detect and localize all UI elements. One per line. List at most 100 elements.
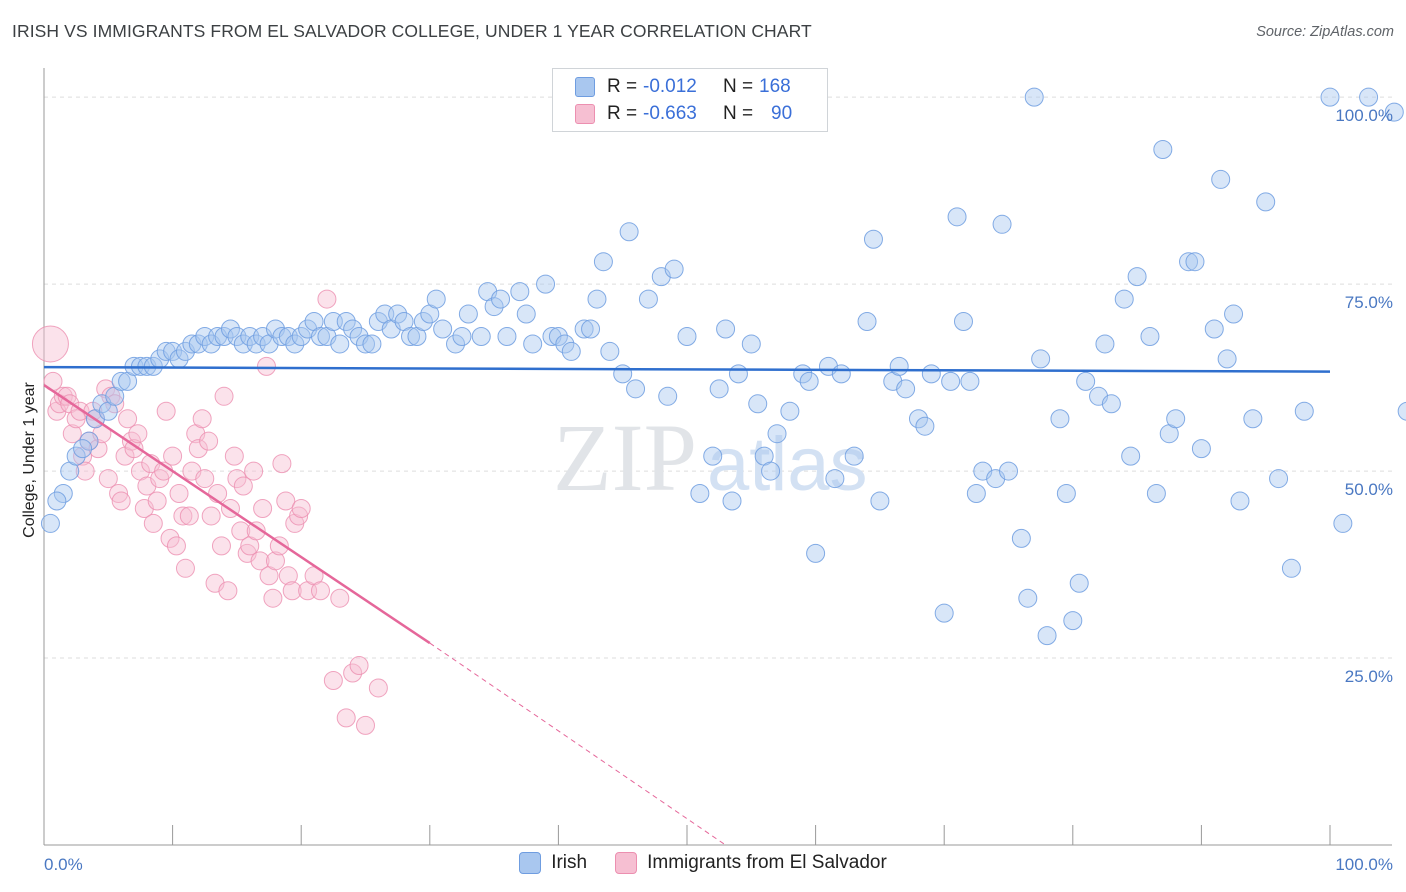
point-irish <box>896 379 916 399</box>
legend-label-el-salvador: Immigrants from El Salvador <box>647 852 887 873</box>
series-legend: Irish Immigrants from El Salvador <box>0 852 1406 874</box>
tick-labels: 100.0% 75.0% 50.0% 25.0% 0.0% 100.0% <box>44 106 1393 874</box>
point-irish <box>863 229 883 249</box>
point-irish <box>343 319 363 339</box>
point-irish <box>1076 371 1096 391</box>
point-el-salvador <box>368 678 388 698</box>
point-irish <box>1063 611 1083 631</box>
point-irish <box>433 319 453 339</box>
point-irish <box>310 326 330 346</box>
point-el-salvador <box>201 506 221 526</box>
point-irish <box>40 513 60 533</box>
legend-n-label: N = <box>723 76 754 97</box>
watermark-atlas: atlas <box>707 422 868 507</box>
point-el-salvador <box>173 506 193 526</box>
point-irish <box>491 289 511 309</box>
point-el-salvador <box>31 325 69 363</box>
point-irish <box>728 364 748 384</box>
point-irish <box>574 319 594 339</box>
point-irish <box>1320 87 1340 107</box>
y-tick-label: 100.0% <box>1335 106 1393 125</box>
point-irish <box>1069 573 1089 593</box>
point-irish <box>1384 102 1404 122</box>
point-irish <box>285 334 305 354</box>
point-irish <box>330 334 350 354</box>
point-el-salvador <box>265 551 285 571</box>
point-el-salvador <box>166 536 186 556</box>
point-el-salvador <box>310 581 330 601</box>
point-irish <box>889 356 909 376</box>
y-tick-label: 25.0% <box>1345 667 1393 686</box>
watermark-zip: ZIP <box>553 404 697 511</box>
point-el-salvador <box>250 551 270 571</box>
point-el-salvador <box>269 536 289 556</box>
legend-r-value: -0.012 <box>643 76 697 97</box>
point-irish <box>452 326 472 346</box>
point-el-salvador <box>199 431 219 451</box>
point-el-salvador <box>118 409 138 429</box>
point-irish <box>79 431 99 451</box>
point-irish <box>966 484 986 504</box>
point-el-salvador <box>336 708 356 728</box>
point-irish <box>992 214 1012 234</box>
point-irish <box>1217 349 1237 369</box>
x-tick-label: 0.0% <box>44 855 83 874</box>
series-el-salvador <box>31 289 388 735</box>
point-irish <box>748 394 768 414</box>
point-irish <box>870 491 890 511</box>
trend-lines <box>43 365 1331 846</box>
legend-row-el-salvador: R = -0.663 N = 90 <box>575 102 792 126</box>
point-el-salvador <box>272 454 292 474</box>
point-irish <box>1140 326 1160 346</box>
point-el-salvador <box>211 536 231 556</box>
point-irish <box>497 326 517 346</box>
stats-legend: R = -0.012 N = 168 R = -0.663 N = 90 <box>552 68 828 132</box>
legend-swatch-irish <box>575 77 595 97</box>
point-el-salvador <box>188 439 208 459</box>
point-irish <box>581 319 601 339</box>
point-irish <box>1204 319 1224 339</box>
legend-row-irish: R = -0.012 N = 168 <box>575 75 791 99</box>
point-irish <box>1294 401 1314 421</box>
point-el-salvador <box>291 498 311 518</box>
point-irish <box>806 543 826 563</box>
point-irish <box>1333 513 1353 533</box>
point-irish <box>1146 484 1166 504</box>
point-irish <box>626 379 646 399</box>
point-irish <box>66 446 86 466</box>
point-irish <box>1011 528 1031 548</box>
point-irish <box>908 409 928 429</box>
grid <box>44 96 1392 659</box>
point-irish <box>619 222 639 242</box>
legend-item-el-salvador: Immigrants from El Salvador <box>615 852 887 874</box>
point-el-salvador <box>276 491 296 511</box>
point-irish <box>677 326 697 346</box>
point-irish <box>1056 484 1076 504</box>
point-el-salvador <box>218 581 238 601</box>
point-irish <box>767 424 787 444</box>
point-irish <box>587 289 607 309</box>
y-tick-label: 75.0% <box>1345 293 1393 312</box>
point-irish <box>960 371 980 391</box>
series-irish <box>40 87 1406 646</box>
point-irish <box>1281 558 1301 578</box>
point-irish <box>458 304 478 324</box>
point-el-salvador <box>343 663 363 683</box>
point-irish <box>941 371 961 391</box>
point-el-salvador <box>124 439 144 459</box>
point-irish <box>555 334 575 354</box>
point-irish <box>484 297 504 317</box>
point-irish <box>73 439 93 459</box>
point-irish <box>536 274 556 294</box>
point-irish <box>1359 87 1379 107</box>
point-el-salvador <box>233 476 253 496</box>
point-el-salvador <box>214 386 234 406</box>
point-irish <box>516 304 536 324</box>
point-irish <box>1121 446 1141 466</box>
point-el-salvador <box>263 588 283 608</box>
point-irish <box>1018 588 1038 608</box>
point-el-salvador <box>282 581 302 601</box>
point-el-salvador <box>253 498 273 518</box>
point-irish <box>1153 140 1173 160</box>
point-irish <box>844 446 864 466</box>
